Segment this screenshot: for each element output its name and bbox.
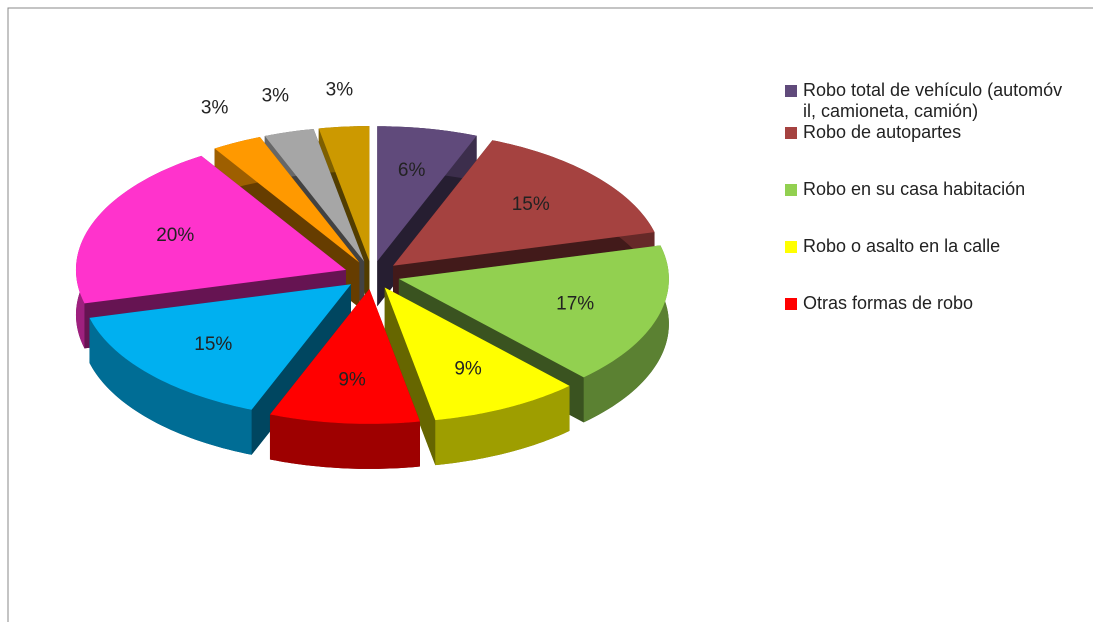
slice-top: [214, 137, 360, 263]
legend-label: Robo o asalto en la calle: [803, 236, 1001, 256]
legend-label: Robo de autopartes: [803, 122, 962, 142]
legend-label: Robo total de vehículo (automóvil, camio…: [803, 80, 1063, 121]
legend-swatch: [785, 184, 797, 196]
slice-wall: [435, 385, 570, 466]
data-label: 15%: [194, 334, 232, 355]
data-label: 3%: [262, 86, 290, 107]
slice-top: [75, 155, 346, 304]
data-label: 17%: [556, 294, 594, 315]
slice-top: [318, 126, 370, 262]
legend-swatch: [785, 127, 797, 139]
frame: [7, 7, 1093, 622]
data-label: 3%: [326, 79, 354, 100]
legend-label: Otras formas de robo: [803, 293, 974, 313]
legend-item: Robo total de vehículo (automóvil, camio…: [785, 80, 1085, 122]
slice: [384, 287, 570, 466]
slice-top: [89, 284, 351, 410]
data-label: 3%: [201, 98, 229, 119]
data-label: 20%: [156, 225, 194, 246]
data-label: 6%: [398, 160, 426, 181]
slice-top: [264, 128, 365, 262]
legend-item: Robo o asalto en la calle: [785, 236, 1085, 257]
slice-top: [384, 287, 570, 421]
slice-side-b: [384, 287, 436, 466]
slice-top: [398, 245, 669, 378]
data-label: 9%: [454, 358, 482, 379]
slice: [269, 288, 420, 469]
slice-wall: [269, 414, 420, 469]
slice-top: [377, 126, 477, 262]
slice-wall: [89, 317, 252, 455]
legend-item: Robo en su casa habitación: [785, 179, 1085, 200]
slice-top: [393, 140, 655, 266]
legend: Robo total de vehículo (automóvil, camio…: [785, 80, 1085, 350]
legend-item: Otras formas de robo: [785, 293, 1085, 314]
legend-swatch: [785, 85, 797, 97]
data-label: 9%: [338, 369, 366, 390]
legend-item: Robo de autopartes: [785, 122, 1085, 143]
slice-wall: [583, 245, 669, 423]
slice-top: [269, 288, 420, 424]
legend-swatch: [785, 298, 797, 310]
legend-swatch: [785, 241, 797, 253]
legend-label: Robo en su casa habitación: [803, 179, 1026, 199]
data-label: 15%: [512, 194, 550, 215]
